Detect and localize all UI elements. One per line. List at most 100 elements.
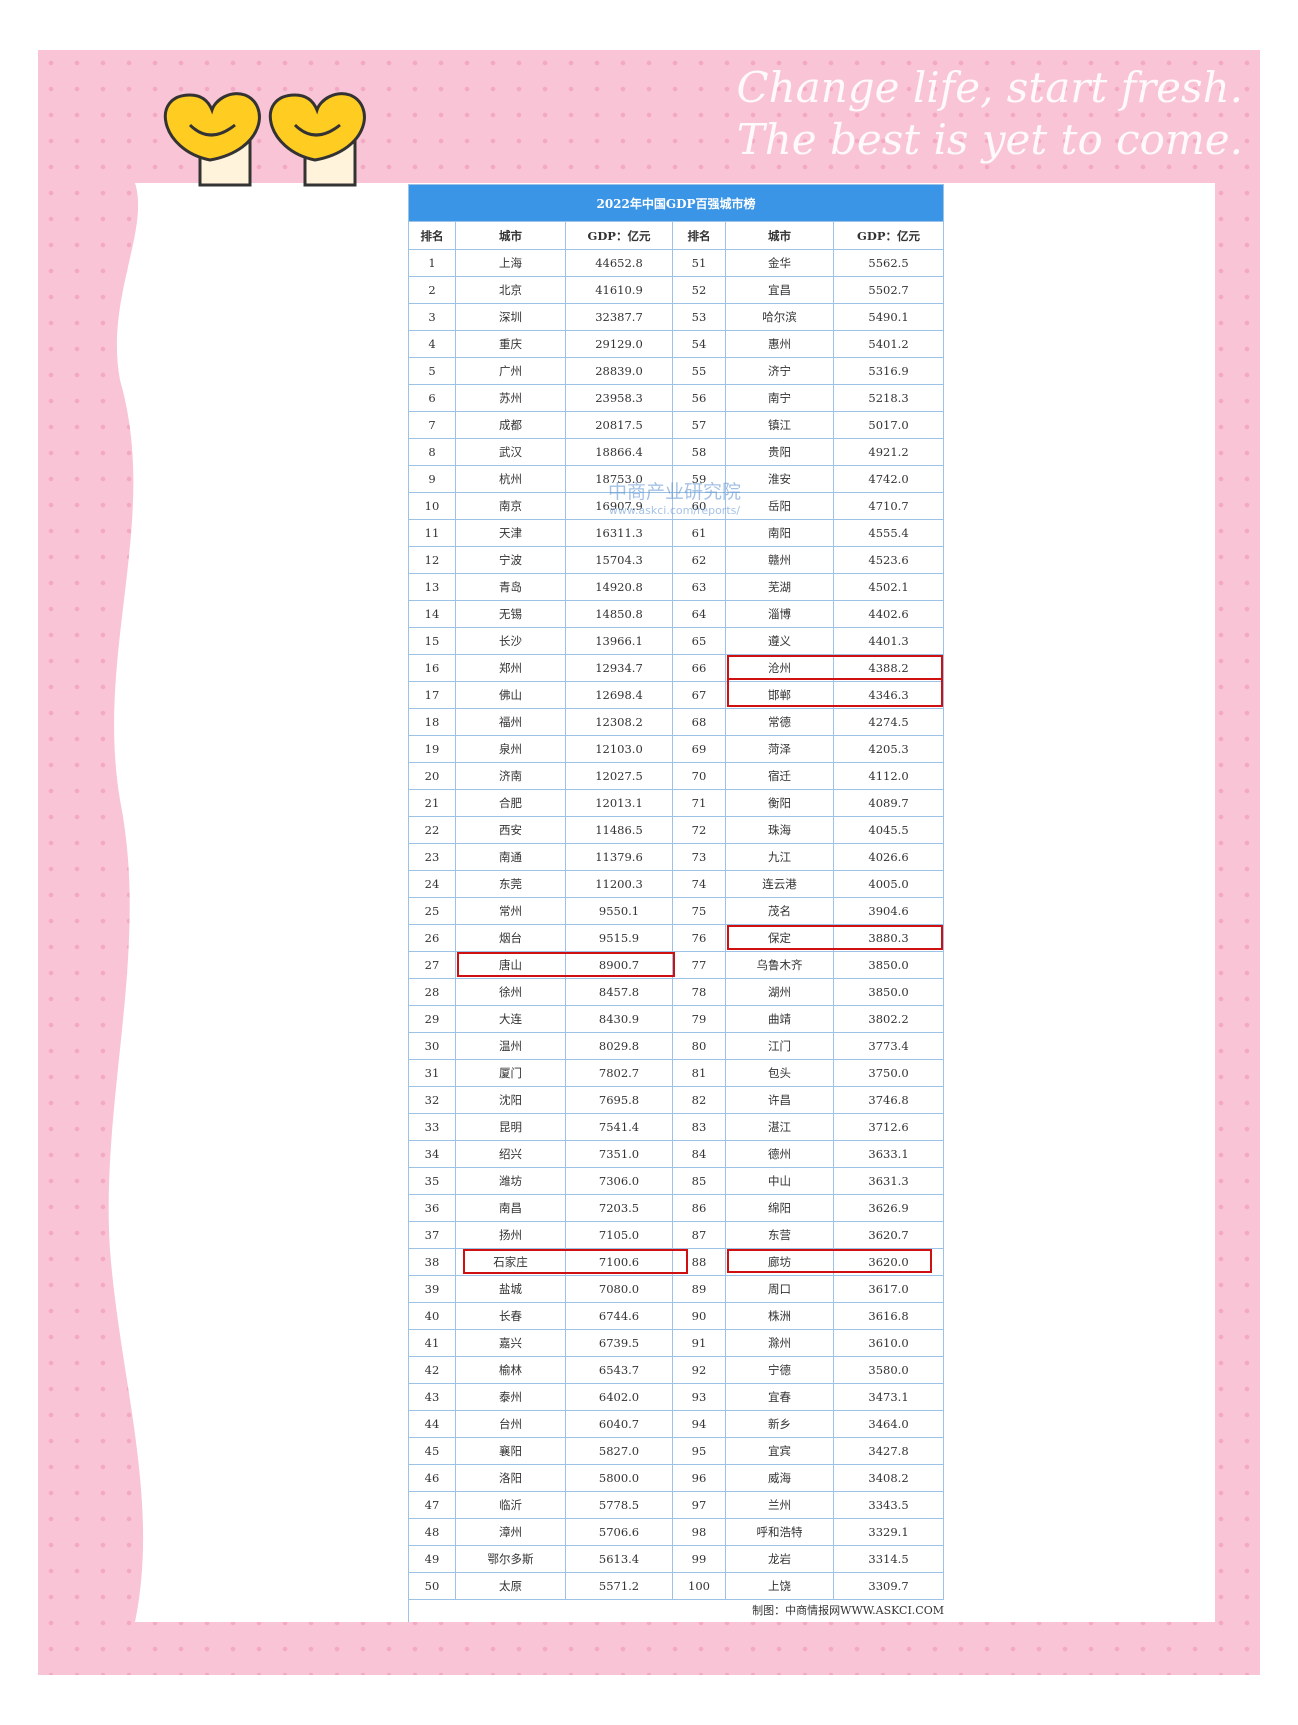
table-cell: 漳州 (455, 1518, 566, 1546)
table-cell: 7105.0 (565, 1221, 673, 1249)
table-cell: 18 (408, 708, 456, 736)
table-row: 27 唐山 8900.7 77 乌鲁木齐 3850.0 (408, 951, 945, 979)
table-cell: 70 (672, 762, 726, 790)
table-cell: 66 (672, 654, 726, 682)
table-row: 33 昆明 7541.4 83 湛江 3712.6 (408, 1113, 945, 1141)
table-row: 40 长春 6744.6 90 株洲 3616.8 (408, 1302, 945, 1330)
table-cell: 12934.7 (565, 654, 673, 682)
table-cell: 4112.0 (832, 762, 945, 790)
table-cell: 12308.2 (565, 708, 673, 736)
table-row: 14 无锡 14850.8 64 淄博 4402.6 (408, 600, 945, 628)
table-row: 49 鄂尔多斯 5613.4 99 龙岩 3314.5 (408, 1545, 945, 1573)
table-row: 39 盐城 7080.0 89 周口 3617.0 (408, 1275, 945, 1303)
table-cell: 太原 (455, 1572, 566, 1600)
table-cell: 3343.5 (832, 1491, 945, 1519)
table-row: 2 北京 41610.9 52 宜昌 5502.7 (408, 276, 945, 304)
table-cell: 12698.4 (565, 681, 673, 709)
table-row: 45 襄阳 5827.0 95 宜宾 3427.8 (408, 1437, 945, 1465)
table-cell: 11 (408, 519, 456, 547)
table-cell: 湛江 (725, 1113, 834, 1141)
watermark-url: www.askci.com/reports/ (608, 504, 741, 517)
table-cell: 宁德 (725, 1356, 834, 1384)
table-cell: 盐城 (455, 1275, 566, 1303)
table-cell: 烟台 (455, 924, 566, 952)
table-cell: 38 (408, 1248, 456, 1276)
watermark-name: 中商产业研究院 (608, 481, 742, 503)
table-cell: 12103.0 (565, 735, 673, 763)
table-row: 4 重庆 29129.0 54 惠州 5401.2 (408, 330, 945, 358)
table-row: 32 沈阳 7695.8 82 许昌 3746.8 (408, 1086, 945, 1114)
table-row: 13 青岛 14920.8 63 芜湖 4502.1 (408, 573, 945, 601)
table-cell: 29 (408, 1005, 456, 1033)
table-cell: 3309.7 (832, 1572, 945, 1600)
table-cell: 3616.8 (832, 1302, 945, 1330)
table-cell: 59 (672, 465, 726, 493)
table-cell: 威海 (725, 1464, 834, 1492)
table-cell: 44652.8 (565, 249, 673, 277)
table-cell: 郑州 (455, 654, 566, 682)
table-cell: 50 (408, 1572, 456, 1600)
table-cell: 昆明 (455, 1113, 566, 1141)
table-row: 30 温州 8029.8 80 江门 3773.4 (408, 1032, 945, 1060)
table-cell: 宜宾 (725, 1437, 834, 1465)
table-cell: 71 (672, 789, 726, 817)
table-cell: 54 (672, 330, 726, 358)
table-cell: 3314.5 (832, 1545, 945, 1573)
table-cell: 宁波 (455, 546, 566, 574)
table-cell: 南昌 (455, 1194, 566, 1222)
table-cell: 14920.8 (565, 573, 673, 601)
table-cell: 69 (672, 735, 726, 763)
table-row: 26 烟台 9515.9 76 保定 3880.3 (408, 924, 945, 952)
slogan-line: The best is yet to come. (736, 115, 1243, 164)
table-cell: 菏泽 (725, 735, 834, 763)
table-row: 8 武汉 18866.4 58 贵阳 4921.2 (408, 438, 945, 466)
table-cell: 75 (672, 897, 726, 925)
table-cell: 20817.5 (565, 411, 673, 439)
table-cell: 包头 (725, 1059, 834, 1087)
table-cell: 68 (672, 708, 726, 736)
table-row: 44 台州 6040.7 94 新乡 3464.0 (408, 1410, 945, 1438)
table-cell: 32 (408, 1086, 456, 1114)
table-cell: 16311.3 (565, 519, 673, 547)
table-cell: 东营 (725, 1221, 834, 1249)
table-cell: 4523.6 (832, 546, 945, 574)
table-cell: 滁州 (725, 1329, 834, 1357)
table-row: 35 潍坊 7306.0 85 中山 3631.3 (408, 1167, 945, 1195)
table-cell: 93 (672, 1383, 726, 1411)
table-cell: 珠海 (725, 816, 834, 844)
table-row: 50 太原 5571.2 100 上饶 3309.7 (408, 1572, 945, 1600)
table-cell: 上饶 (725, 1572, 834, 1600)
table-cell: 石家庄 (455, 1248, 566, 1276)
table-cell: 95 (672, 1437, 726, 1465)
table-cell: 7695.8 (565, 1086, 673, 1114)
table-cell: 济南 (455, 762, 566, 790)
table-cell: 4402.6 (832, 600, 945, 628)
table-cell: 28 (408, 978, 456, 1006)
table-cell: 67 (672, 681, 726, 709)
table-cell: 4401.3 (832, 627, 945, 655)
table-cell: 6543.7 (565, 1356, 673, 1384)
table-cell: 33 (408, 1113, 456, 1141)
table-cell: 5316.9 (832, 357, 945, 385)
table-cell: 76 (672, 924, 726, 952)
table-row: 18 福州 12308.2 68 常德 4274.5 (408, 708, 945, 736)
table-cell: 4502.1 (832, 573, 945, 601)
table-cell: 广州 (455, 357, 566, 385)
table-cell: 绍兴 (455, 1140, 566, 1168)
table-cell: 4346.3 (832, 681, 945, 709)
table-row: 36 南昌 7203.5 86 绵阳 3626.9 (408, 1194, 945, 1222)
table-cell: 48 (408, 1518, 456, 1546)
table-cell: 厦门 (455, 1059, 566, 1087)
table-row: 46 洛阳 5800.0 96 威海 3408.2 (408, 1464, 945, 1492)
table-cell: 8457.8 (565, 978, 673, 1006)
table-cell: 9550.1 (565, 897, 673, 925)
table-cell: 扬州 (455, 1221, 566, 1249)
table-row: 34 绍兴 7351.0 84 德州 3633.1 (408, 1140, 945, 1168)
table-cell: 衡阳 (725, 789, 834, 817)
column-header: 城市 (725, 221, 834, 250)
table-cell: 12027.5 (565, 762, 673, 790)
header-row: 排名 城市 GDP：亿元 排名 城市 GDP：亿元 (408, 221, 945, 250)
table-cell: 3746.8 (832, 1086, 945, 1114)
table-cell: 51 (672, 249, 726, 277)
